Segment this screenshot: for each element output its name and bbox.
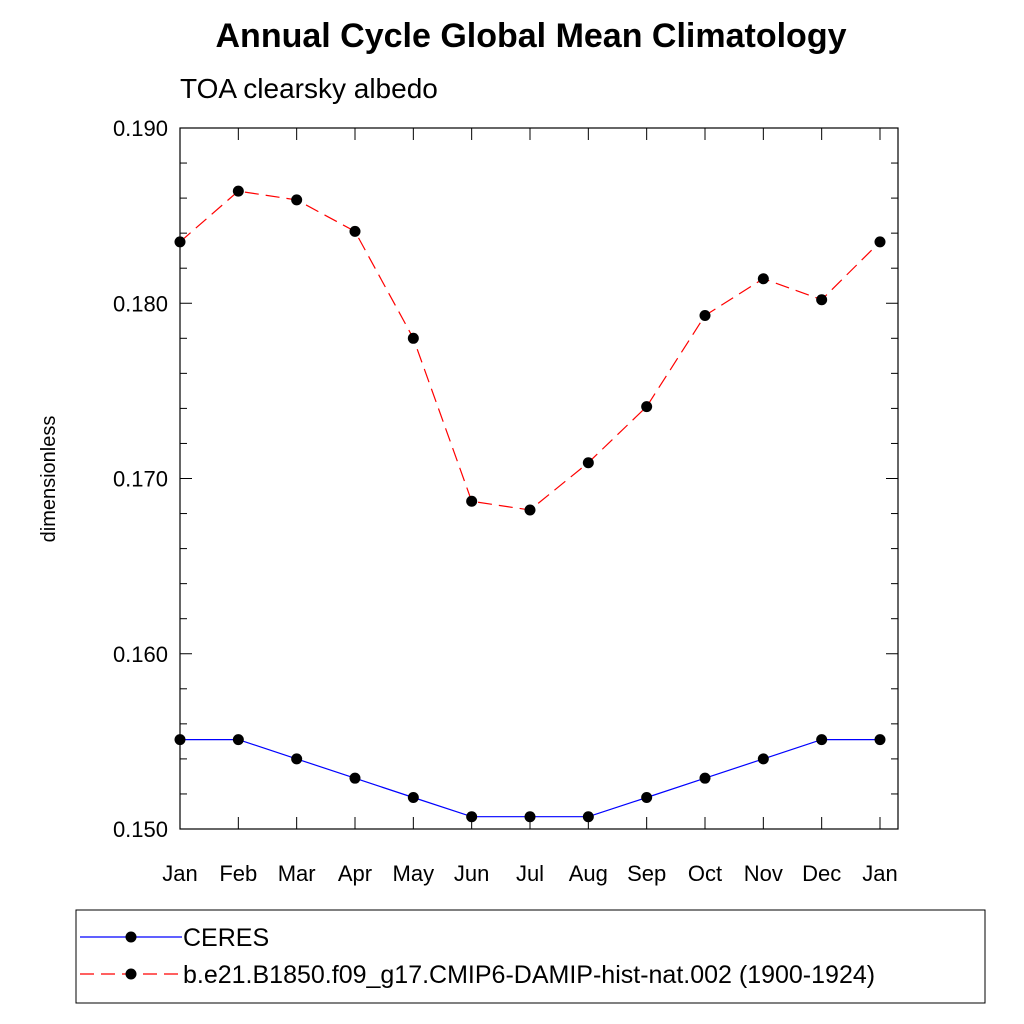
legend-box: [75, 909, 986, 1004]
x-tick-label: Sep: [627, 861, 666, 886]
legend-marker-1: [125, 931, 137, 943]
y-tick-label: 0.160: [113, 642, 168, 667]
series-1-point: [699, 772, 711, 784]
series-1-point: [407, 791, 419, 803]
series-2-point: [232, 185, 244, 197]
y-tick-label: 0.170: [113, 467, 168, 492]
x-tick-label: Jan: [862, 861, 897, 886]
legend-label-2: b.e21.B1850.f09_g17.CMIP6-DAMIP-hist-nat…: [183, 961, 875, 989]
series-1-point: [582, 811, 594, 823]
series-2-point: [349, 225, 361, 237]
legend: CERES b.e21.B1850.f09_g17.CMIP6-DAMIP-his…: [75, 909, 986, 1004]
legend-marker-2: [125, 968, 137, 980]
series-2-point: [174, 236, 186, 248]
axis-ticks: 0.150 0.160 0.170 0.180 0.190 Jan Feb Mar Apr May…: [113, 116, 898, 886]
series-1-point: [174, 734, 186, 746]
series-2-point: [699, 310, 711, 322]
series-2-point: [524, 504, 536, 516]
series-1-point: [757, 753, 769, 765]
series-2-point: [466, 495, 478, 507]
x-tick-label: Oct: [688, 861, 722, 886]
x-tick-label: Apr: [338, 861, 372, 886]
chart-subtitle: TOA clearsky albedo: [180, 73, 438, 104]
legend-label-1: CERES: [183, 924, 269, 952]
series-2-point: [816, 294, 828, 306]
series-1-point: [291, 753, 303, 765]
series-2-point: [641, 401, 653, 413]
series-1-point: [349, 772, 361, 784]
series-1-point: [466, 811, 478, 823]
y-axis-label: dimensionless: [38, 416, 60, 543]
series-2-point: [407, 332, 419, 344]
x-tick-label: Nov: [744, 861, 783, 886]
y-tick-label: 0.150: [113, 817, 168, 842]
x-tick-label: Aug: [569, 861, 608, 886]
series-2-point: [874, 236, 886, 248]
series-1-point: [232, 734, 244, 746]
x-tick-label: Dec: [802, 861, 841, 886]
series-line-1: [180, 738, 880, 818]
series-1-point: [874, 734, 886, 746]
x-tick-label: Feb: [219, 861, 257, 886]
x-tick-label: Jun: [454, 861, 489, 886]
x-tick-label: Mar: [278, 861, 316, 886]
chart-title: Annual Cycle Global Mean Climatology: [216, 17, 847, 55]
y-tick-label: 0.190: [113, 116, 168, 141]
series-layer: [174, 185, 886, 823]
series-line-2: [179, 190, 881, 511]
series-1-point: [524, 811, 536, 823]
y-tick-label: 0.180: [113, 291, 168, 316]
plot-frame: [179, 127, 899, 830]
x-tick-label: May: [393, 861, 435, 886]
x-tick-label: Jan: [162, 861, 197, 886]
series-2-point: [757, 273, 769, 285]
series-1-point: [816, 734, 828, 746]
series-2-point: [291, 194, 303, 206]
series-1-point: [641, 791, 653, 803]
x-tick-label: Jul: [516, 861, 544, 886]
series-2-point: [582, 457, 594, 469]
